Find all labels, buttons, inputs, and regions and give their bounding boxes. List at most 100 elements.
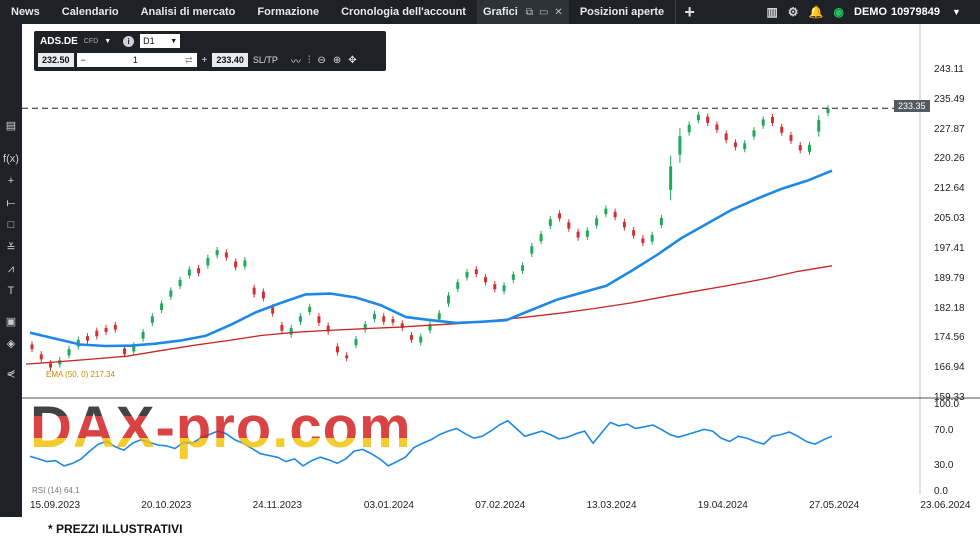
candle xyxy=(567,222,571,229)
move-icon[interactable]: ✥ xyxy=(348,54,357,66)
rsi-tick-label: 30.0 xyxy=(934,459,954,471)
candle xyxy=(409,335,413,340)
candle xyxy=(632,230,636,236)
plus-icon[interactable]: + xyxy=(201,54,208,66)
window-icon[interactable]: ▭ xyxy=(538,6,549,18)
candle xyxy=(67,349,71,356)
date-tick-label: 19.04.2024 xyxy=(697,500,748,511)
sltp-button[interactable]: SL/TP xyxy=(252,55,278,65)
text-tool-icon[interactable]: T xyxy=(7,285,15,297)
notifications-icon[interactable]: 🔔 xyxy=(808,5,824,19)
popout-icon[interactable]: ⧉ xyxy=(525,6,533,18)
price-chart[interactable] xyxy=(22,24,980,517)
buy-price-button[interactable]: 233.40 xyxy=(212,53,248,67)
tab-formazione[interactable]: Formazione xyxy=(246,0,330,24)
candle xyxy=(141,331,145,339)
candle xyxy=(585,230,589,237)
zoom-in-icon[interactable]: ⊕ xyxy=(332,54,342,66)
chart-area[interactable]: ADS.DE CFD ▼ i D1 ▼ 232.50 − 1 ⇄ + 233.4… xyxy=(22,24,980,517)
tab-label: Analisi di mercato xyxy=(140,6,236,18)
ema-legend[interactable]: EMA (50, 0) 217.34 xyxy=(46,370,115,379)
candle xyxy=(696,114,700,121)
candle xyxy=(530,246,534,254)
tab-news[interactable]: News xyxy=(0,0,51,24)
price-tick-label: 197.41 xyxy=(934,242,965,254)
chevron-down-icon: ▼ xyxy=(170,37,178,45)
candle xyxy=(678,136,682,155)
rsi-tick-label: 70.0 xyxy=(934,425,954,437)
ema-50-line xyxy=(29,169,833,348)
date-tick-label: 20.10.2023 xyxy=(141,500,192,511)
price-tick-label: 189.79 xyxy=(934,272,965,284)
settings-icon[interactable]: ⚙ xyxy=(787,5,799,19)
candle xyxy=(447,295,451,304)
candle xyxy=(474,269,478,275)
candle xyxy=(113,324,117,330)
templates-icon[interactable]: ▣ xyxy=(5,315,17,328)
candle xyxy=(187,269,191,276)
candle xyxy=(363,324,367,330)
candle xyxy=(687,124,691,133)
indicators-icon[interactable]: f(x) xyxy=(3,153,19,165)
chart-type-icon[interactable]: ▤ xyxy=(5,119,17,132)
close-icon[interactable]: ✕ xyxy=(554,6,563,18)
line-chart-icon[interactable]: 〰 xyxy=(290,56,301,68)
candle xyxy=(419,336,423,343)
symbol-label[interactable]: ADS.DE xyxy=(40,35,78,47)
layers-icon[interactable]: ◈ xyxy=(6,337,16,350)
info-icon[interactable]: i xyxy=(123,35,135,47)
candle xyxy=(502,285,506,292)
add-tab-button[interactable]: + xyxy=(675,0,703,24)
rectangle-tool-icon[interactable]: □ xyxy=(7,219,15,231)
account-mode: DEMO xyxy=(854,6,887,18)
symbol-dropdown-icon[interactable]: ▼ xyxy=(104,37,112,45)
date-tick-label: 23.06.2024 xyxy=(920,500,971,511)
price-tick-label: 235.49 xyxy=(934,93,965,105)
price-tick-label: 227.87 xyxy=(934,123,965,135)
rsi-line xyxy=(29,419,833,467)
candle xyxy=(604,208,608,215)
candle xyxy=(104,328,108,332)
candle xyxy=(770,117,774,123)
candle xyxy=(345,355,349,359)
candle xyxy=(641,238,645,244)
layout-icon[interactable]: ▥ xyxy=(766,5,778,19)
share-icon[interactable]: ⋞ xyxy=(6,367,16,380)
tab-grafici[interactable]: Grafici ⧉ ▭ ✕ xyxy=(476,0,569,24)
rsi-legend-value: 64.1 xyxy=(64,486,80,495)
candles-icon[interactable]: ⫶ xyxy=(307,54,311,66)
price-tick-label: 166.94 xyxy=(934,362,965,374)
quantity-stepper[interactable]: − 1 ⇄ xyxy=(76,53,197,67)
quantity-value[interactable]: 1 xyxy=(132,55,138,65)
price-tick-label: 243.11 xyxy=(934,64,964,75)
rsi-tick-label: 0.0 xyxy=(934,486,948,497)
candle xyxy=(123,348,127,355)
candle xyxy=(622,221,626,228)
tab-calendario[interactable]: Calendario xyxy=(51,0,130,24)
tab-label: Posizioni aperte xyxy=(579,6,665,18)
candle xyxy=(197,268,201,274)
timeframe-select[interactable]: D1 ▼ xyxy=(140,34,181,48)
tab-posizioni-aperte[interactable]: Posizioni aperte xyxy=(569,0,675,24)
candle xyxy=(335,346,339,353)
pattern-icon[interactable]: ⩘ xyxy=(7,262,15,275)
line-tool-icon[interactable]: ⟝ xyxy=(6,196,16,209)
account-selector[interactable]: DEMO 10979849 ▼ xyxy=(844,0,980,24)
date-tick-label: 03.01.2024 xyxy=(363,500,414,511)
crosshair-icon[interactable]: + xyxy=(7,175,15,187)
date-tick-label: 24.11.2023 xyxy=(252,500,302,511)
candle xyxy=(30,344,34,350)
account-id: 10979849 xyxy=(891,6,940,18)
chevron-down-icon: ▼ xyxy=(951,7,961,17)
candle xyxy=(252,287,256,295)
swap-icon[interactable]: ⇄ xyxy=(184,54,193,65)
candle xyxy=(95,330,99,337)
candle xyxy=(548,219,552,226)
fibonacci-icon[interactable]: ≚ xyxy=(6,241,16,254)
tab-cronologia-account[interactable]: Cronologia dell'account xyxy=(330,0,477,24)
minus-icon[interactable]: − xyxy=(80,55,86,65)
rsi-legend[interactable]: RSI (14) 64.1 xyxy=(32,486,80,495)
zoom-out-icon[interactable]: ⊖ xyxy=(317,54,326,66)
tab-analisi-di-mercato[interactable]: Analisi di mercato xyxy=(130,0,247,24)
sell-price-button[interactable]: 232.50 xyxy=(38,53,74,67)
